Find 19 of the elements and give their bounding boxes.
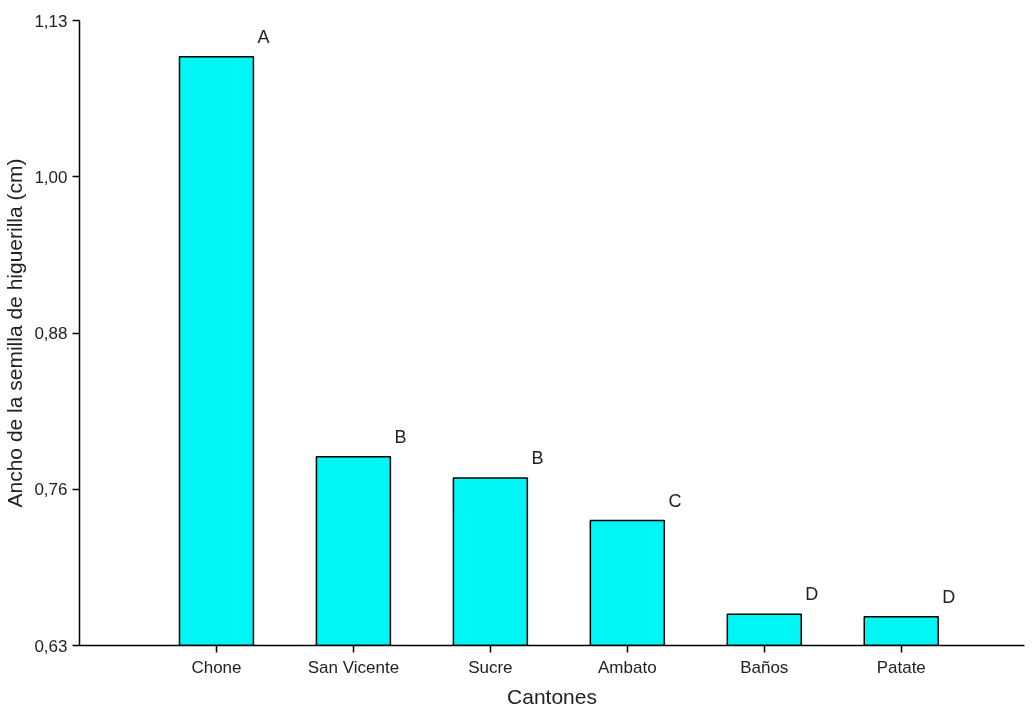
x-tick-label: Patate: [876, 657, 926, 677]
x-tick-label: San Vicente: [307, 657, 400, 677]
annotation: B: [394, 426, 407, 447]
y-tick-label: 0,76: [34, 480, 68, 500]
x-tick-label: Baños: [740, 657, 789, 677]
annotation: D: [942, 586, 956, 607]
annotation: C: [668, 490, 682, 511]
x-axis-title: Cantones: [507, 684, 597, 708]
annotation: B: [531, 448, 544, 468]
y-tick-label: 0,63: [34, 636, 68, 656]
y-tick-label: 1,13: [34, 11, 68, 31]
y-axis-title: Ancho de la semilla de higuerilla (cm): [3, 158, 27, 508]
y-tick-label: 1,00: [34, 167, 68, 187]
x-tick-label: Sucre: [468, 657, 513, 677]
y-tick-label: 0,88: [34, 324, 68, 343]
x-tick-label: Chone: [191, 657, 242, 677]
x-tick-label: Ambato: [598, 657, 657, 677]
annotation: D: [805, 584, 819, 605]
annotation: A: [257, 26, 270, 47]
